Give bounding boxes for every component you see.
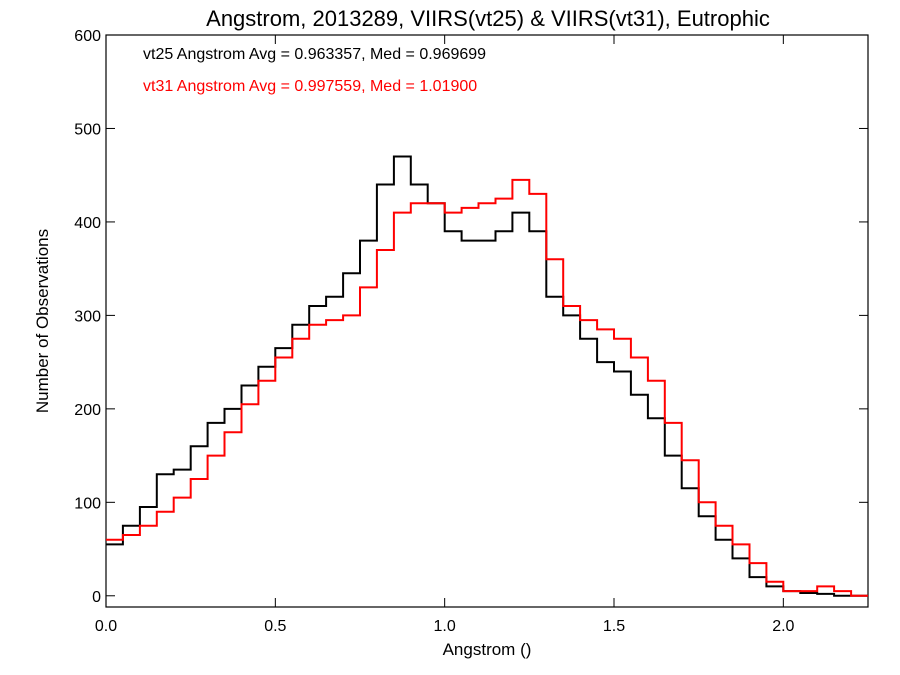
- chart-title: Angstrom, 2013289, VIIRS(vt25) & VIIRS(v…: [206, 6, 770, 31]
- series-line-vt31: [106, 178, 868, 597]
- x-axis-label: Angstrom (): [443, 640, 532, 659]
- y-tick-label: 200: [74, 402, 101, 419]
- series-line-vt25: [106, 155, 868, 597]
- y-axis: 0 100 200 300 400 500 600: [74, 28, 868, 606]
- y-tick-label: 500: [74, 121, 101, 138]
- x-tick-label: 0.5: [264, 618, 286, 635]
- x-tick-label: 1.0: [434, 618, 456, 635]
- y-tick-label: 600: [74, 28, 101, 45]
- vt25-stats-annotation: vt25 Angstrom Avg = 0.963357, Med = 0.96…: [143, 46, 486, 63]
- x-tick-label: 2.0: [772, 618, 794, 635]
- y-tick-label: 0: [92, 589, 101, 606]
- vt31-stats-annotation: vt31 Angstrom Avg = 0.997559, Med = 1.01…: [143, 78, 477, 95]
- x-tick-label: 1.5: [603, 618, 625, 635]
- y-tick-label: 300: [74, 308, 101, 325]
- y-tick-label: 400: [74, 215, 101, 232]
- x-axis: 0.0 0.5 1.0 1.5 2.0: [95, 35, 795, 635]
- y-axis-label: Number of Observations: [33, 229, 52, 413]
- plot-frame: [105, 34, 869, 608]
- y-tick-label: 100: [74, 495, 101, 512]
- series-layer: [106, 155, 868, 597]
- x-tick-label: 0.0: [95, 618, 117, 635]
